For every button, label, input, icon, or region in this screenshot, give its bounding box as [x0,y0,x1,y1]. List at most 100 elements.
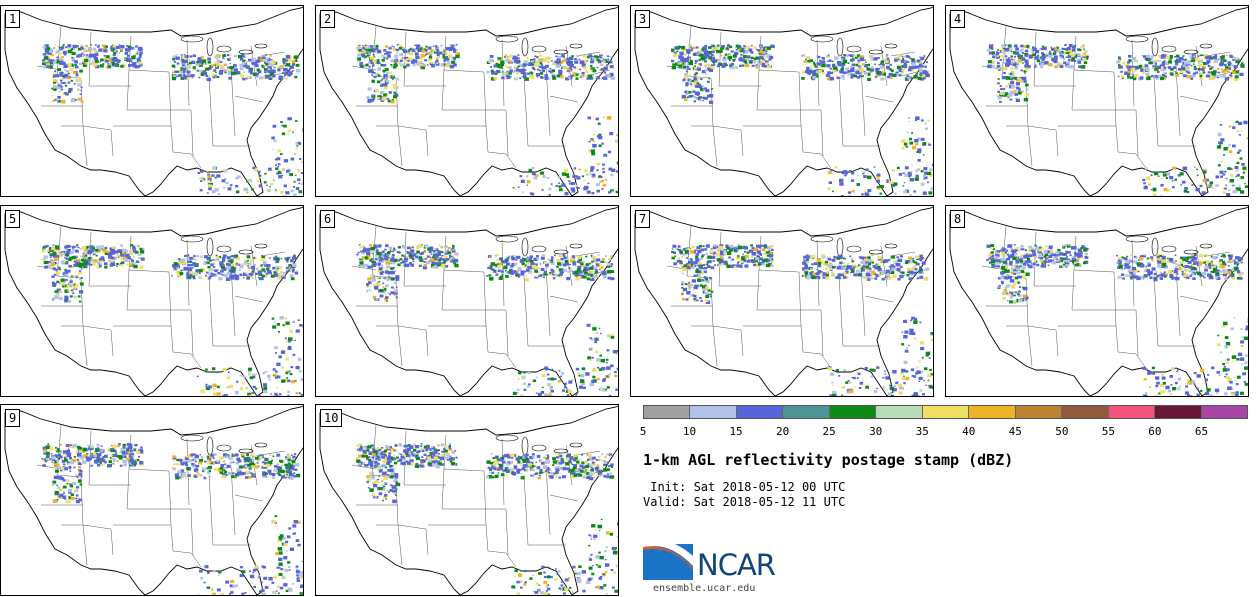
radar-echo [875,68,879,72]
radar-echo [1031,51,1035,54]
radar-echo [249,376,254,380]
radar-echo [705,244,710,248]
radar-echo [580,379,585,383]
radar-echo [556,266,559,268]
radar-echo [418,60,421,63]
radar-echo [390,277,395,281]
radar-echo [103,49,108,53]
radar-echo [1023,70,1027,73]
radar-echo [918,151,922,154]
radar-echo [227,260,230,263]
radar-echo [1193,65,1196,68]
radar-echo [531,66,535,69]
state-border [428,125,489,153]
radar-echo [865,61,867,63]
radar-echo [132,48,135,50]
radar-echo [372,295,377,299]
radar-echo [272,266,276,270]
radar-echo [897,59,900,61]
radar-echo [1206,59,1211,63]
state-border [113,325,174,353]
radar-echo [1153,171,1159,176]
radar-echo [605,275,608,277]
radar-echo [263,386,268,390]
radar-echo [1016,86,1020,90]
state-border [864,95,894,103]
radar-echo [377,269,382,273]
radar-echo [243,187,246,190]
radar-echo [117,55,119,57]
radar-echo [842,77,845,80]
radar-echo [1242,166,1247,170]
radar-echo [1230,174,1234,177]
radar-echo [701,70,706,74]
radar-echo [408,57,413,61]
radar-echo [549,77,551,80]
radar-echo [398,251,401,254]
radar-echo [453,59,456,61]
radar-echo [441,262,444,264]
radar-echo [292,263,297,267]
radar-echo [1174,60,1178,63]
radar-echo [184,57,187,60]
radar-echo [847,191,851,194]
radar-echo [299,324,303,327]
radar-echo [391,99,394,101]
radar-echo [383,94,385,96]
radar-echo [687,78,691,82]
radar-echo [247,395,252,396]
radar-echo [198,275,202,279]
radar-echo [1199,54,1202,57]
radar-echo [490,69,494,72]
radar-echo [915,174,919,178]
radar-echo [898,173,903,176]
radar-echo [284,257,287,259]
radar-echo [923,167,928,171]
radar-echo [514,77,518,81]
radar-echo [553,277,556,280]
radar-echo [254,272,258,275]
radar-echo [432,265,436,269]
radar-echo [808,73,811,76]
radar-echo [610,255,613,258]
radar-echo [854,56,858,59]
radar-echo [396,251,400,254]
radar-echo [719,250,724,254]
radar-echo [125,263,129,266]
radar-echo [386,300,388,302]
radar-echo [272,69,275,72]
radar-echo [270,274,275,278]
radar-echo [506,66,509,69]
radar-echo [282,58,286,61]
radar-echo [609,132,614,136]
radar-echo [447,61,451,64]
radar-echo [700,248,705,252]
radar-echo [743,60,748,64]
radar-echo [495,266,497,269]
radar-echo [674,248,676,251]
radar-echo [275,164,277,166]
radar-echo [579,68,581,71]
radar-echo [595,76,597,78]
radar-echo [992,52,995,54]
radar-echo [228,371,230,373]
radar-echo [113,63,118,67]
radar-echo [64,257,66,259]
state-border [501,239,505,307]
radar-echo [684,90,688,94]
radar-echo [366,45,371,49]
radar-echo [125,253,130,257]
radar-echo [454,258,459,263]
radar-echo [73,48,75,50]
radar-echo [997,78,1000,80]
radar-echo [200,62,204,65]
radar-echo [214,65,219,69]
radar-echo [523,372,526,374]
radar-echo [1003,66,1008,70]
radar-echo [919,61,922,64]
radar-echo [188,61,192,65]
radar-echo [744,254,749,259]
radar-echo [842,59,847,64]
radar-echo [243,64,248,68]
radar-echo [276,374,279,377]
